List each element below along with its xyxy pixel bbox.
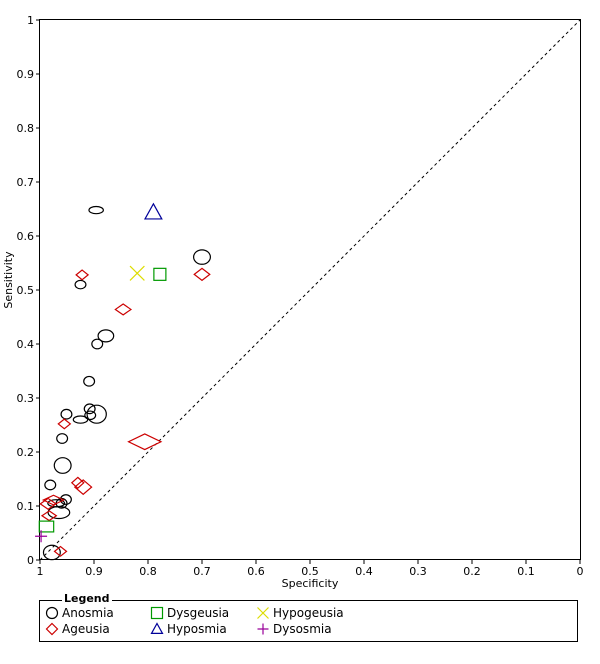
- ageusia-diamond-marker: [114, 303, 133, 316]
- x-tick-label: 1: [37, 565, 44, 578]
- anosmia-circle-marker: [74, 279, 87, 290]
- diamond-icon: [45, 622, 59, 636]
- legend-label: Ageusia: [62, 622, 110, 636]
- x-tick-label: 0.5: [301, 565, 319, 578]
- ageusia-diamond-marker: [57, 418, 72, 430]
- anosmia-circle-marker: [56, 433, 69, 444]
- anosmia-circle-marker: [88, 205, 104, 215]
- x-tick-label: 0.8: [139, 565, 157, 578]
- x-tick-label: 0.7: [193, 565, 211, 578]
- legend-circle-symbol: [45, 606, 59, 620]
- square-icon: [150, 606, 164, 620]
- anosmia-circle-marker: [47, 505, 71, 520]
- legend-label: Dysgeusia: [167, 606, 230, 620]
- circle-icon: [45, 606, 59, 620]
- anosmia-circle-marker: [83, 403, 96, 415]
- ageusia-diamond-marker: [39, 497, 57, 510]
- legend-label: Anosmia: [62, 606, 114, 620]
- ageusia-diamond-marker: [70, 476, 85, 489]
- y-tick-label: 0.5: [17, 284, 35, 297]
- x-tick-label: 0.1: [517, 565, 535, 578]
- x-axis-title: Specificity: [282, 577, 339, 590]
- anosmia-circle-marker: [53, 457, 72, 474]
- x-tick-label: 0.3: [409, 565, 427, 578]
- ageusia-diamond-marker: [75, 269, 90, 281]
- legend-square-symbol: [150, 606, 164, 620]
- y-axis-ticks: 0 0.1 0.2 0.3 0.4 0.5 0.6 0.7 0.8 0.9 1: [17, 14, 40, 567]
- y-tick-label: 0.1: [17, 500, 35, 513]
- anosmia-circle-marker: [193, 249, 212, 265]
- ageusia-diamond-marker: [73, 479, 93, 496]
- y-tick-label: 0.9: [17, 68, 35, 81]
- y-tick-label: 0.8: [17, 122, 35, 135]
- roc-scatter-chart: 0 0.1 0.2 0.3 0.4 0.5 0.6 0.7 0.8 0.9 1 1 0.9 0.8 0.7…: [2, 14, 584, 590]
- x-tick-label: 0.6: [247, 565, 265, 578]
- legend-triangle-symbol: [150, 622, 164, 634]
- triangle-icon: [150, 622, 164, 634]
- legend-label: Hypogeusia: [273, 606, 344, 620]
- anosmia-circle-marker: [59, 494, 72, 505]
- x-tick-label: 0.4: [355, 565, 373, 578]
- x-icon: [257, 607, 269, 619]
- dysgeusia-square-marker: [153, 267, 167, 281]
- legend-label: Dysosmia: [273, 622, 332, 636]
- x-tick-label: 0.9: [85, 565, 103, 578]
- ageusia-diamond-marker: [127, 433, 163, 451]
- x-tick-label: 0: [577, 565, 584, 578]
- anosmia-circle-marker: [60, 408, 73, 420]
- anosmia-circle-marker: [86, 404, 107, 424]
- y-tick-label: 0.4: [17, 338, 35, 351]
- legend-title: Legend: [62, 592, 112, 605]
- legend-plus-symbol: [257, 623, 269, 635]
- data-markers: [35, 202, 212, 561]
- hyposmia-triangle-marker: [143, 202, 163, 220]
- y-tick-label: 1: [27, 14, 34, 27]
- x-axis-ticks: 1 0.9 0.8 0.7 0.6 0.5 0.4 0.3 0.2 0.1 0: [37, 560, 584, 578]
- anosmia-circle-marker: [44, 479, 57, 491]
- hypogeusia-x-marker: [129, 265, 145, 281]
- chance-diagonal-line: [39, 19, 581, 561]
- anosmia-circle-marker: [91, 338, 104, 350]
- plus-icon: [257, 623, 269, 635]
- anosmia-circle-marker: [42, 544, 61, 561]
- legend: Legend Anosmia Ageusia Dysgeusia Hyposmia Hy…: [39, 592, 578, 642]
- y-tick-label: 0.3: [17, 392, 35, 405]
- y-tick-label: 0: [27, 554, 34, 567]
- dysosmia-plus-marker: [35, 530, 48, 543]
- ageusia-diamond-marker: [53, 545, 68, 557]
- anosmia-circle-marker: [97, 329, 115, 343]
- x-tick-label: 0.2: [463, 565, 481, 578]
- ageusia-diamond-marker: [193, 267, 211, 282]
- y-tick-label: 0.7: [17, 176, 35, 189]
- y-tick-label: 0.6: [17, 230, 35, 243]
- y-tick-label: 0.2: [17, 446, 35, 459]
- dysgeusia-square-marker: [38, 520, 55, 533]
- anosmia-circle-marker: [83, 375, 96, 387]
- anosmia-circle-marker: [84, 410, 97, 421]
- legend-label: Hyposmia: [167, 622, 227, 636]
- legend-diamond-symbol: [45, 622, 59, 636]
- y-axis-title: Sensitivity: [2, 251, 15, 309]
- legend-x-symbol: [257, 607, 269, 619]
